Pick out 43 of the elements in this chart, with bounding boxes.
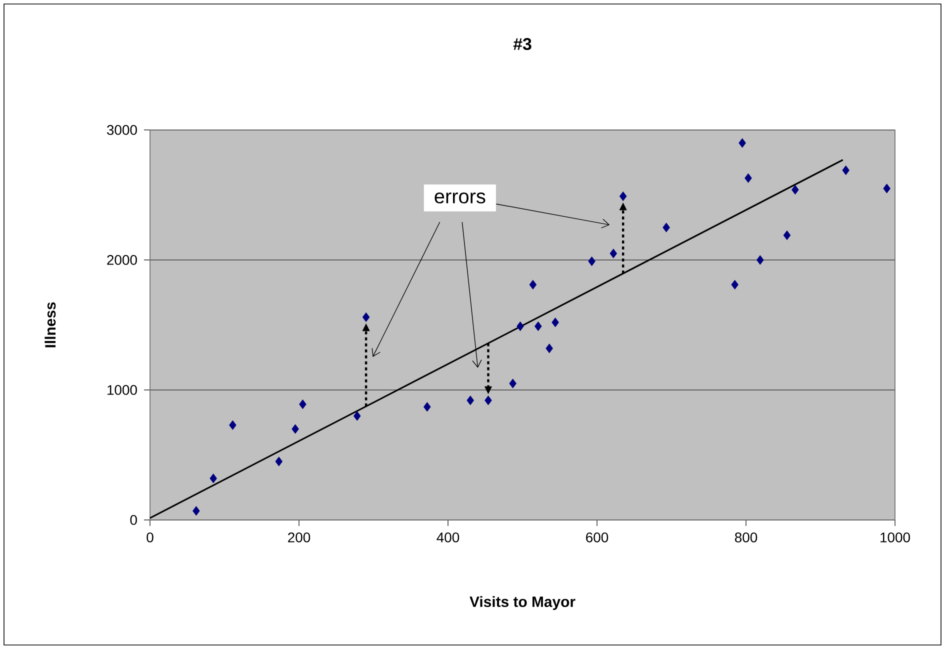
point — [509, 378, 516, 388]
point — [299, 399, 306, 410]
point — [619, 191, 627, 202]
y-tick-label: 2000 — [107, 255, 137, 265]
point — [529, 280, 537, 290]
point — [842, 165, 850, 176]
point — [484, 396, 492, 406]
chart-title: #3 — [513, 38, 532, 50]
point — [731, 280, 738, 290]
point — [362, 312, 370, 322]
y-axis-title: Illness — [44, 302, 56, 348]
point — [534, 321, 542, 332]
y-tick-label: 0 — [130, 515, 137, 525]
point — [229, 420, 236, 430]
y-tick-label: 3000 — [106, 125, 137, 135]
point — [756, 255, 764, 265]
point — [424, 402, 431, 412]
x-tick-label: 800 — [734, 532, 758, 542]
point — [292, 424, 299, 434]
point — [275, 456, 283, 466]
point — [588, 256, 596, 266]
point — [353, 411, 361, 421]
x-tick-label: 0 — [146, 532, 154, 542]
point — [210, 474, 217, 484]
point — [792, 184, 799, 195]
x-tick-label: 1000 — [880, 532, 910, 542]
x-axis-title: Visits to Mayor — [470, 596, 576, 610]
x-tick-label: 200 — [288, 532, 310, 542]
point — [192, 506, 200, 516]
point — [546, 344, 553, 354]
point — [662, 222, 670, 232]
point — [516, 321, 524, 332]
point — [744, 173, 752, 183]
point — [466, 396, 474, 406]
point — [883, 184, 890, 194]
y-tick-label: 1000 — [108, 385, 137, 395]
point — [783, 230, 791, 240]
point — [552, 318, 559, 328]
point — [610, 248, 618, 258]
annotation: errors — [434, 192, 486, 204]
x-tick-label: 400 — [436, 532, 460, 542]
point — [738, 138, 746, 148]
x-tick-label: 600 — [586, 532, 608, 542]
